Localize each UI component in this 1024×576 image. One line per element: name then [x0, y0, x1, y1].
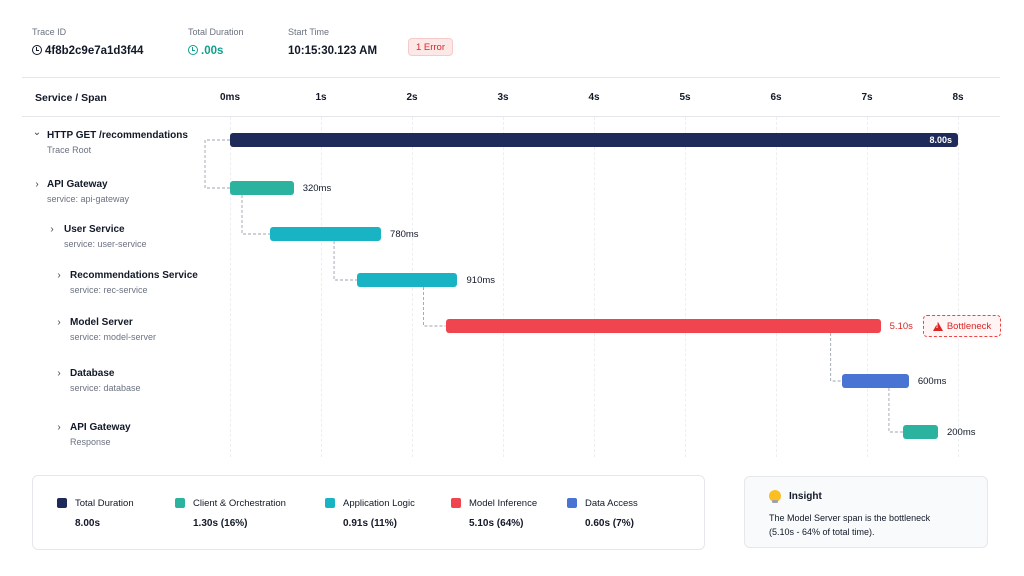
legend-name: Application Logic — [343, 498, 415, 509]
span-subtitle: service: database — [70, 383, 141, 393]
legend-name: Data Access — [585, 498, 638, 509]
gridline — [230, 117, 231, 457]
service-span-column-header: Service / Span — [35, 92, 107, 104]
connector-line — [423, 287, 446, 327]
span-duration-label: 320ms — [302, 183, 332, 194]
legend-swatch — [57, 498, 67, 508]
insight-text-line-1: The Model Server span is the bottleneck — [769, 513, 931, 523]
start-time-value: 10:15:30.123 AM — [288, 45, 378, 57]
duration-label: Total Duration — [188, 27, 244, 37]
trace-id-label: Trace ID — [32, 27, 67, 37]
gridline — [412, 117, 413, 457]
gridline — [776, 117, 777, 457]
gridline — [867, 117, 868, 457]
tick-label: 4s — [588, 92, 600, 103]
span-title[interactable]: HTTP GET /recommendations — [47, 130, 188, 141]
span-subtitle: service: model-server — [70, 332, 157, 342]
legend-value: 0.60s (7%) — [585, 518, 634, 529]
tick-label: 7s — [861, 92, 873, 103]
error-badge[interactable]: 1 Error — [408, 38, 453, 56]
gridline — [685, 117, 686, 457]
insight-card: Insight The Model Server span is the bot… — [744, 476, 988, 548]
span-duration-label: 600ms — [917, 376, 947, 387]
duration-value: .00s — [188, 45, 223, 57]
insight-text-line-2: (5.10s - 64% of total time). — [769, 527, 875, 537]
tick-label: 2s — [406, 92, 418, 103]
warning-icon — [932, 321, 943, 331]
span-title[interactable]: API Gateway — [47, 179, 108, 190]
span-title[interactable]: Database — [70, 368, 115, 379]
span-bar[interactable] — [903, 425, 938, 439]
legend-swatch — [451, 498, 461, 508]
span-bar[interactable] — [445, 319, 881, 333]
tick-label: 3s — [497, 92, 509, 103]
span-duration-label: 200ms — [946, 427, 976, 438]
timeline-header-divider — [22, 116, 1000, 117]
connector-line — [241, 195, 271, 235]
chevron-right-icon[interactable]: › — [50, 224, 54, 235]
legend-value: 5.10s (64%) — [469, 518, 524, 529]
chevron-right-icon[interactable]: › — [57, 368, 61, 379]
legend-value: 1.30s (16%) — [193, 518, 248, 529]
insight-title: Insight — [789, 491, 822, 502]
trace-icon — [32, 45, 42, 55]
gridline — [503, 117, 504, 457]
span-subtitle: Trace Root — [47, 145, 92, 155]
legend-name: Total Duration — [75, 498, 134, 509]
chevron-right-icon[interactable]: › — [57, 317, 61, 328]
tick-label: 6s — [770, 92, 782, 103]
span-duration-label: 5.10s — [889, 321, 913, 332]
tick-label: 5s — [679, 92, 691, 103]
header-divider — [22, 77, 1000, 78]
gridline — [321, 117, 322, 457]
tick-label: 0ms — [219, 92, 241, 103]
lightbulb-icon — [769, 490, 781, 503]
trace-id-value[interactable]: 4f8b2c9e7a1d3f44 — [32, 45, 143, 57]
start-time-label: Start Time — [288, 27, 330, 37]
legend-name: Client & Orchestration — [193, 498, 286, 509]
legend-swatch — [325, 498, 335, 508]
span-bar[interactable]: 8.00s — [230, 133, 958, 147]
connector-line — [204, 139, 230, 189]
connector-line — [888, 388, 904, 433]
legend-swatch — [175, 498, 185, 508]
span-bar[interactable] — [230, 181, 294, 195]
bottleneck-badge[interactable]: Bottleneck — [923, 315, 1001, 337]
span-subtitle: service: api-gateway — [47, 194, 130, 204]
span-duration-label: 8.00s — [929, 135, 952, 145]
legend-name: Model Inference — [469, 498, 538, 509]
span-duration-label: 910ms — [466, 275, 496, 286]
span-duration-label: 780ms — [390, 229, 419, 240]
span-subtitle: Response — [70, 437, 111, 447]
connector-line — [333, 241, 358, 281]
gridline — [958, 117, 959, 457]
connector-line — [830, 333, 843, 382]
tick-label: 1s — [315, 92, 327, 103]
legend-value: 0.91s (11%) — [343, 518, 397, 529]
duration-summary-legend: Total Duration 8.00s Client & Orchestratio… — [32, 475, 705, 550]
tick-label: 8s — [952, 92, 964, 103]
span-subtitle: service: rec-service — [70, 285, 148, 295]
clock-icon — [188, 45, 198, 55]
chevron-down-icon[interactable]: ⌄ — [32, 127, 42, 138]
span-bar[interactable] — [357, 273, 458, 287]
chevron-right-icon[interactable]: › — [57, 422, 61, 433]
span-title[interactable]: User Service — [64, 224, 125, 235]
legend-value: 8.00s — [75, 518, 101, 529]
span-subtitle: service: user-service — [64, 239, 147, 249]
span-title[interactable]: Model Server — [70, 317, 133, 328]
chevron-right-icon[interactable]: › — [57, 270, 61, 281]
gridline — [594, 117, 595, 457]
legend-swatch — [567, 498, 577, 508]
span-title[interactable]: Recommendations Service — [70, 270, 198, 281]
span-bar[interactable] — [842, 374, 909, 388]
chevron-right-icon[interactable]: › — [35, 179, 39, 190]
span-bar[interactable] — [270, 227, 382, 241]
span-title[interactable]: API Gateway — [70, 422, 131, 433]
